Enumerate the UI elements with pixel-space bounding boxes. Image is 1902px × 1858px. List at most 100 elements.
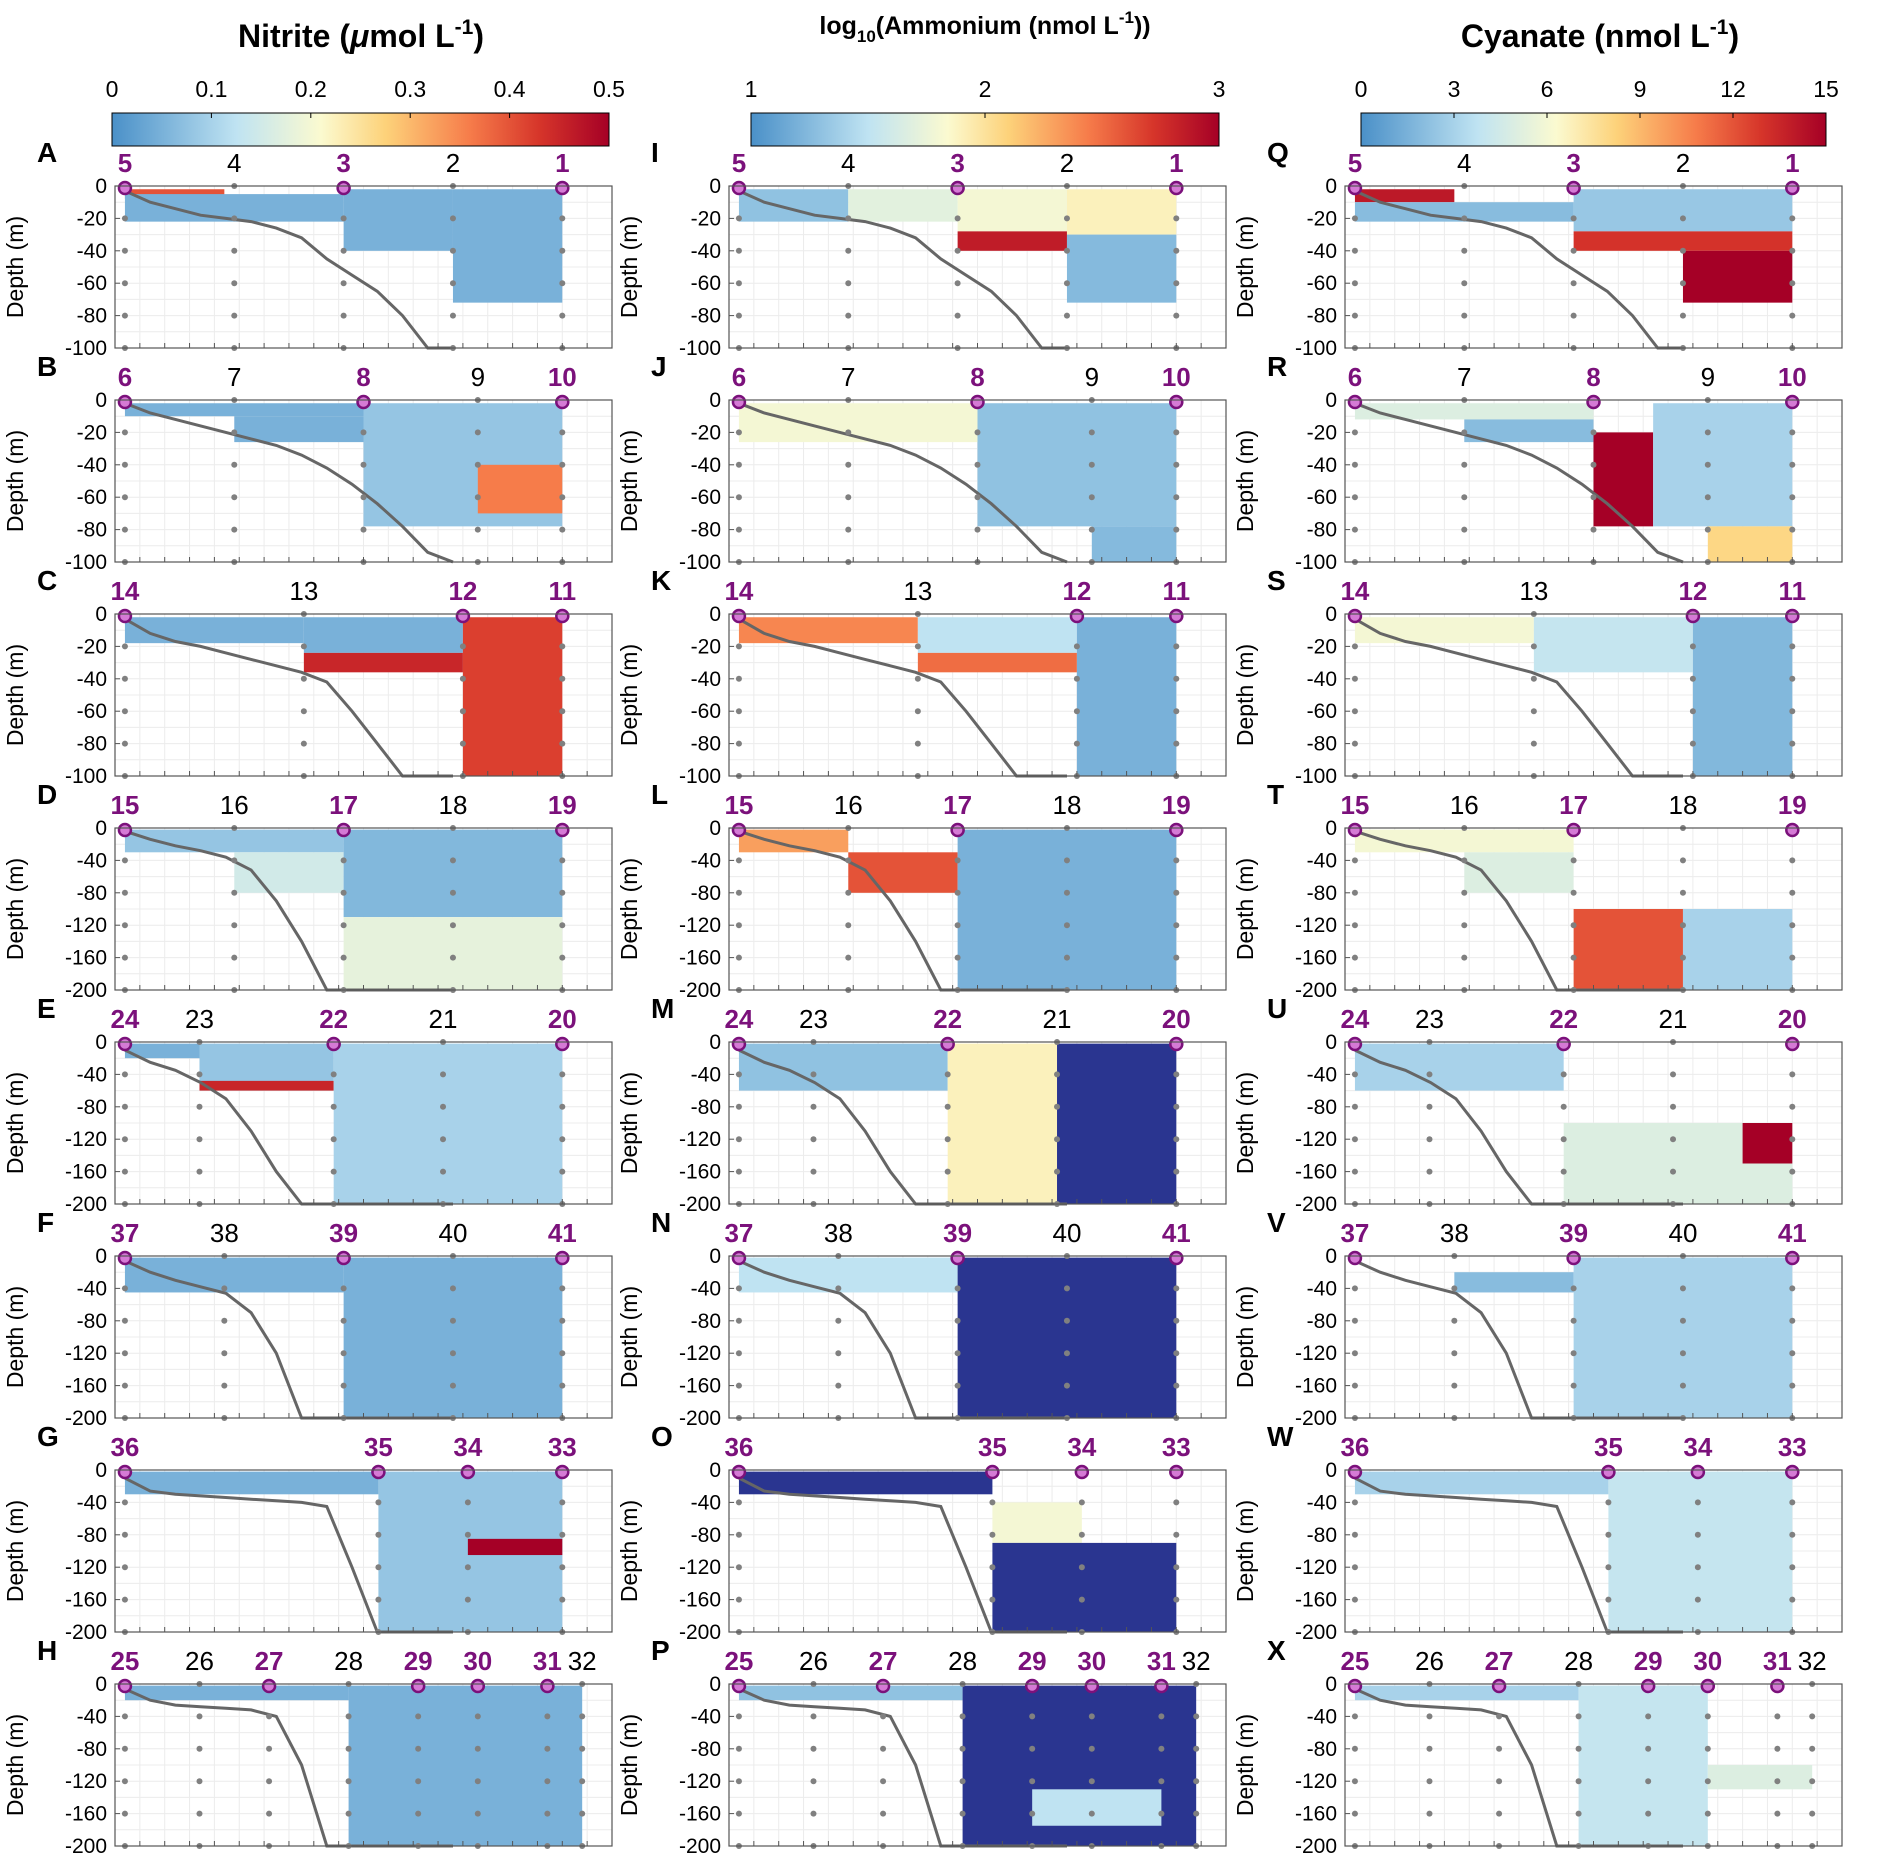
sample-dot: [121, 1778, 128, 1785]
sample-dot: [1173, 215, 1180, 222]
sample-dot: [735, 1531, 742, 1538]
y-axis-label: Depth (m): [2, 430, 28, 532]
sample-dot: [810, 1778, 817, 1785]
sample-dot: [464, 1531, 471, 1538]
sample-dot: [1029, 1810, 1036, 1817]
sample-dot: [1570, 1382, 1577, 1389]
colorbar-tick-label: 3: [1448, 76, 1461, 102]
y-tick-label: -60: [1307, 272, 1337, 295]
panel-B: 6 7 8 9 10 0 -20 -40 -60 -80 -100 Depth (m) B: [2, 351, 613, 574]
sample-dot: [231, 429, 238, 436]
sample-dot: [1689, 643, 1696, 650]
sample-dot: [735, 889, 742, 896]
heatmap-cell: [848, 189, 958, 222]
y-tick-label: -40: [1307, 668, 1337, 691]
y-tick-label: -160: [679, 1161, 721, 1184]
sample-dot: [1063, 247, 1070, 254]
station-label: 25: [724, 1646, 753, 1676]
sample-dot: [449, 922, 456, 929]
sample-dot: [1789, 954, 1796, 961]
sample-dot: [559, 857, 566, 864]
station-label: 21: [1043, 1004, 1072, 1034]
sample-dot: [559, 889, 566, 896]
y-tick-label: -80: [691, 1738, 721, 1761]
sample-dot: [1605, 1564, 1612, 1571]
station-label: 24: [110, 1004, 139, 1034]
sampled-marker: [731, 180, 747, 196]
y-tick-label: -80: [77, 519, 107, 542]
sample-dot: [954, 954, 961, 961]
y-tick-label: -40: [1307, 1491, 1337, 1514]
heatmap-cell: [467, 1538, 563, 1556]
sample-dot: [330, 1071, 337, 1078]
sample-dot: [330, 1103, 337, 1110]
sample-dot: [1590, 494, 1597, 501]
sample-dot: [954, 1350, 961, 1357]
station-label: 27: [1485, 1646, 1514, 1676]
station-label: 6: [1348, 362, 1362, 392]
y-tick-label: -120: [65, 1770, 107, 1793]
sample-dot: [231, 215, 238, 222]
sample-dot: [474, 461, 481, 468]
sample-dot: [449, 1382, 456, 1389]
station-label: 1: [555, 148, 569, 178]
sample-dot: [735, 494, 742, 501]
sample-dot: [1496, 1713, 1503, 1720]
sample-dot: [1670, 1136, 1677, 1143]
panel-letter: U: [1267, 993, 1287, 1024]
sample-dot: [474, 1810, 481, 1817]
sample-dot: [121, 889, 128, 896]
sample-dot: [121, 280, 128, 287]
sampled-marker: [555, 1036, 570, 1052]
panel-letter: R: [1267, 351, 1287, 382]
panel-I: 5 4 3 2 1 0 -20 -40 -60 -80 -100 Depth (m) I: [616, 137, 1227, 360]
sampled-marker: [410, 1678, 426, 1694]
sample-dot: [1645, 1810, 1652, 1817]
sample-dot: [1088, 1810, 1095, 1817]
sampled-marker: [1566, 822, 1581, 838]
sample-dot: [1689, 708, 1696, 715]
heatmap-cell: [1593, 432, 1654, 527]
y-tick-label: -40: [691, 1277, 721, 1300]
sampled-marker: [117, 1464, 133, 1480]
col2-title: log10(Ammonium (nmol L-1)): [819, 8, 1150, 46]
sample-dot: [1351, 675, 1358, 682]
panel-S: 14 13 12 11 0 -20 -40 -60 -80 -100 Depth (m) S: [1232, 565, 1843, 788]
y-axis-label: Depth (m): [1232, 430, 1258, 532]
sample-dot: [1645, 1745, 1652, 1752]
heatmap-cell: [1653, 403, 1793, 527]
sample-dot: [1351, 1168, 1358, 1175]
sample-dot: [944, 1136, 951, 1143]
sampled-marker: [117, 1036, 133, 1052]
sample-dot: [1679, 857, 1686, 864]
sample-dot: [1530, 740, 1537, 747]
sample-dot: [1193, 1745, 1200, 1752]
sample-dot: [1173, 494, 1180, 501]
y-tick-label: -200: [65, 1835, 107, 1858]
sample-dot: [559, 280, 566, 287]
panel-H: 25 26 27 28 29 30 31 32 0 -40 -80 -120 -160 -200 Depth…: [2, 1635, 613, 1858]
sample-dot: [845, 889, 852, 896]
sample-dot: [1704, 1810, 1711, 1817]
sample-dot: [1704, 1713, 1711, 1720]
sample-dot: [1426, 1136, 1433, 1143]
sample-dot: [1789, 643, 1796, 650]
sample-dot: [1789, 889, 1796, 896]
heatmap-cell: [957, 189, 1067, 232]
sample-dot: [1605, 1499, 1612, 1506]
sample-dot: [1426, 1071, 1433, 1078]
y-tick-label: -100: [65, 551, 107, 574]
sample-dot: [579, 1810, 586, 1817]
station-label: 40: [1052, 1218, 1081, 1248]
sample-dot: [121, 526, 128, 533]
y-tick-label: -160: [679, 1375, 721, 1398]
station-label: 35: [978, 1432, 1007, 1462]
y-tick-label: -100: [679, 337, 721, 360]
sample-dot: [559, 215, 566, 222]
sampled-marker: [1785, 822, 1800, 838]
station-label: 12: [1678, 576, 1707, 606]
sampled-marker: [1601, 1464, 1616, 1480]
sample-dot: [1530, 675, 1537, 682]
sample-dot: [810, 1810, 817, 1817]
y-tick-label: -20: [1307, 421, 1337, 444]
